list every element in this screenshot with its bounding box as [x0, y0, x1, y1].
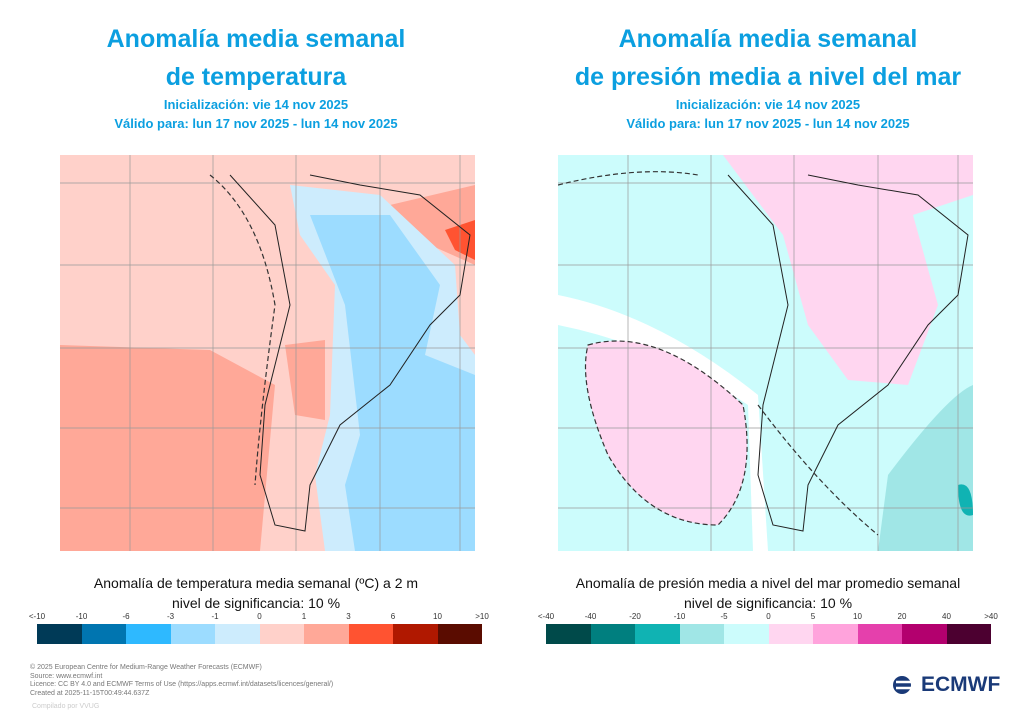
colorbar-swatch [393, 624, 438, 644]
colorbar-swatch [81, 624, 126, 644]
pressure-title: Anomalía media semanal de presión media a… [574, 25, 962, 91]
pressure-colorbar [546, 624, 991, 644]
temperature-anomaly-map [60, 155, 475, 551]
colorbar-swatch [857, 624, 902, 644]
compiled-by: Compilado por VVUG [32, 703, 100, 710]
temperature-panel: Anomalía media semanal de temperatura Ini… [0, 0, 512, 660]
temperature-colorbar [37, 624, 482, 644]
temperature-title: Anomalía media semanal de temperatura [106, 25, 406, 91]
ecmwf-logo-icon [893, 676, 916, 694]
colorbar-swatch [546, 624, 591, 644]
ecmwf-logo: ECMWF [892, 673, 1000, 697]
colorbar-swatch [768, 624, 813, 644]
pressure-caption: Anomalía de presión media a nivel del ma… [575, 575, 961, 611]
colorbar-swatch [635, 624, 680, 644]
footer-credits: © 2025 European Centre for Medium-Range … [30, 664, 334, 697]
colorbar-swatch [126, 624, 171, 644]
colorbar-swatch [437, 624, 482, 644]
pressure-subtitle: Inicialización: vie 14 nov 2025 Válido pa… [626, 97, 910, 131]
colorbar-swatch [37, 624, 82, 644]
colorbar-swatch [902, 624, 947, 644]
colorbar-swatch [946, 624, 991, 644]
temperature-caption: Anomalía de temperatura media semanal (º… [93, 575, 419, 611]
colorbar-swatch [215, 624, 260, 644]
pressure-anomaly-map [558, 155, 973, 551]
colorbar-swatch [348, 624, 393, 644]
colorbar-swatch [724, 624, 769, 644]
colorbar-swatch [590, 624, 635, 644]
colorbar-swatch [679, 624, 724, 644]
temperature-subtitle: Inicialización: vie 14 nov 2025 Válido pa… [114, 97, 398, 131]
colorbar-swatch [304, 624, 349, 644]
colorbar-swatch [259, 624, 304, 644]
colorbar-swatch [170, 624, 215, 644]
pressure-panel: Anomalía media semanal de presión media a… [512, 0, 1024, 660]
colorbar-swatch [813, 624, 858, 644]
